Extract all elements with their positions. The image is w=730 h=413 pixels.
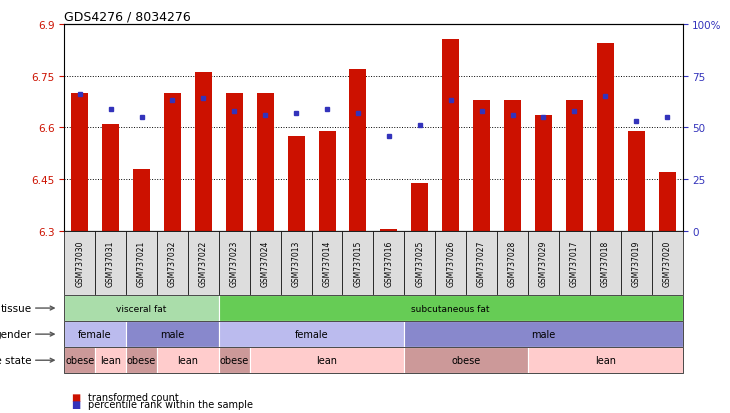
Text: percentile rank within the sample: percentile rank within the sample xyxy=(88,399,253,409)
Text: GSM737023: GSM737023 xyxy=(230,240,239,287)
Text: lean: lean xyxy=(595,355,616,366)
Text: lean: lean xyxy=(317,355,337,366)
Text: GSM737028: GSM737028 xyxy=(508,240,517,286)
Text: female: female xyxy=(78,329,112,339)
Text: subcutaneous fat: subcutaneous fat xyxy=(412,304,490,313)
Bar xyxy=(133,169,150,231)
Bar xyxy=(442,40,459,231)
Text: ■: ■ xyxy=(72,399,81,409)
Bar xyxy=(411,183,429,231)
Text: GSM737031: GSM737031 xyxy=(106,240,115,287)
Text: GSM737019: GSM737019 xyxy=(631,240,641,287)
Text: GSM737014: GSM737014 xyxy=(323,240,331,287)
Text: GSM737016: GSM737016 xyxy=(385,240,393,287)
Text: visceral fat: visceral fat xyxy=(116,304,166,313)
Text: GSM737022: GSM737022 xyxy=(199,240,208,286)
Bar xyxy=(566,100,583,231)
Bar xyxy=(318,131,336,231)
Bar xyxy=(257,94,274,231)
Text: GSM737032: GSM737032 xyxy=(168,240,177,287)
Text: obese: obese xyxy=(452,355,481,366)
Bar xyxy=(288,137,304,231)
Bar xyxy=(102,125,119,231)
Text: lean: lean xyxy=(177,355,199,366)
Text: GSM737030: GSM737030 xyxy=(75,240,84,287)
Text: GSM737029: GSM737029 xyxy=(539,240,548,287)
Text: GSM737013: GSM737013 xyxy=(291,240,301,287)
Text: GDS4276 / 8034276: GDS4276 / 8034276 xyxy=(64,11,191,24)
Bar xyxy=(504,100,521,231)
Text: transformed count: transformed count xyxy=(88,392,178,402)
Text: GSM737026: GSM737026 xyxy=(446,240,456,287)
Text: ■: ■ xyxy=(72,392,81,402)
Text: male: male xyxy=(531,329,556,339)
Text: GSM737020: GSM737020 xyxy=(663,240,672,287)
Text: GSM737025: GSM737025 xyxy=(415,240,424,287)
Text: lean: lean xyxy=(100,355,121,366)
Bar xyxy=(164,94,181,231)
Bar xyxy=(658,173,675,231)
Text: male: male xyxy=(161,329,185,339)
Text: female: female xyxy=(295,329,328,339)
Text: disease state: disease state xyxy=(0,355,31,366)
Text: GSM737017: GSM737017 xyxy=(570,240,579,287)
Text: gender: gender xyxy=(0,329,31,339)
Bar xyxy=(226,94,243,231)
Bar xyxy=(628,131,645,231)
Text: GSM737015: GSM737015 xyxy=(353,240,362,287)
Bar xyxy=(195,73,212,231)
Text: obese: obese xyxy=(65,355,94,366)
Bar xyxy=(596,44,614,231)
Text: GSM737021: GSM737021 xyxy=(137,240,146,286)
Text: GSM737018: GSM737018 xyxy=(601,240,610,286)
Bar xyxy=(473,100,490,231)
Bar xyxy=(535,116,552,231)
Bar xyxy=(350,69,366,231)
Text: tissue: tissue xyxy=(0,303,31,313)
Bar xyxy=(72,94,88,231)
Bar xyxy=(380,230,397,231)
Text: obese: obese xyxy=(220,355,249,366)
Text: GSM737027: GSM737027 xyxy=(477,240,486,287)
Text: obese: obese xyxy=(127,355,156,366)
Text: GSM737024: GSM737024 xyxy=(261,240,269,287)
